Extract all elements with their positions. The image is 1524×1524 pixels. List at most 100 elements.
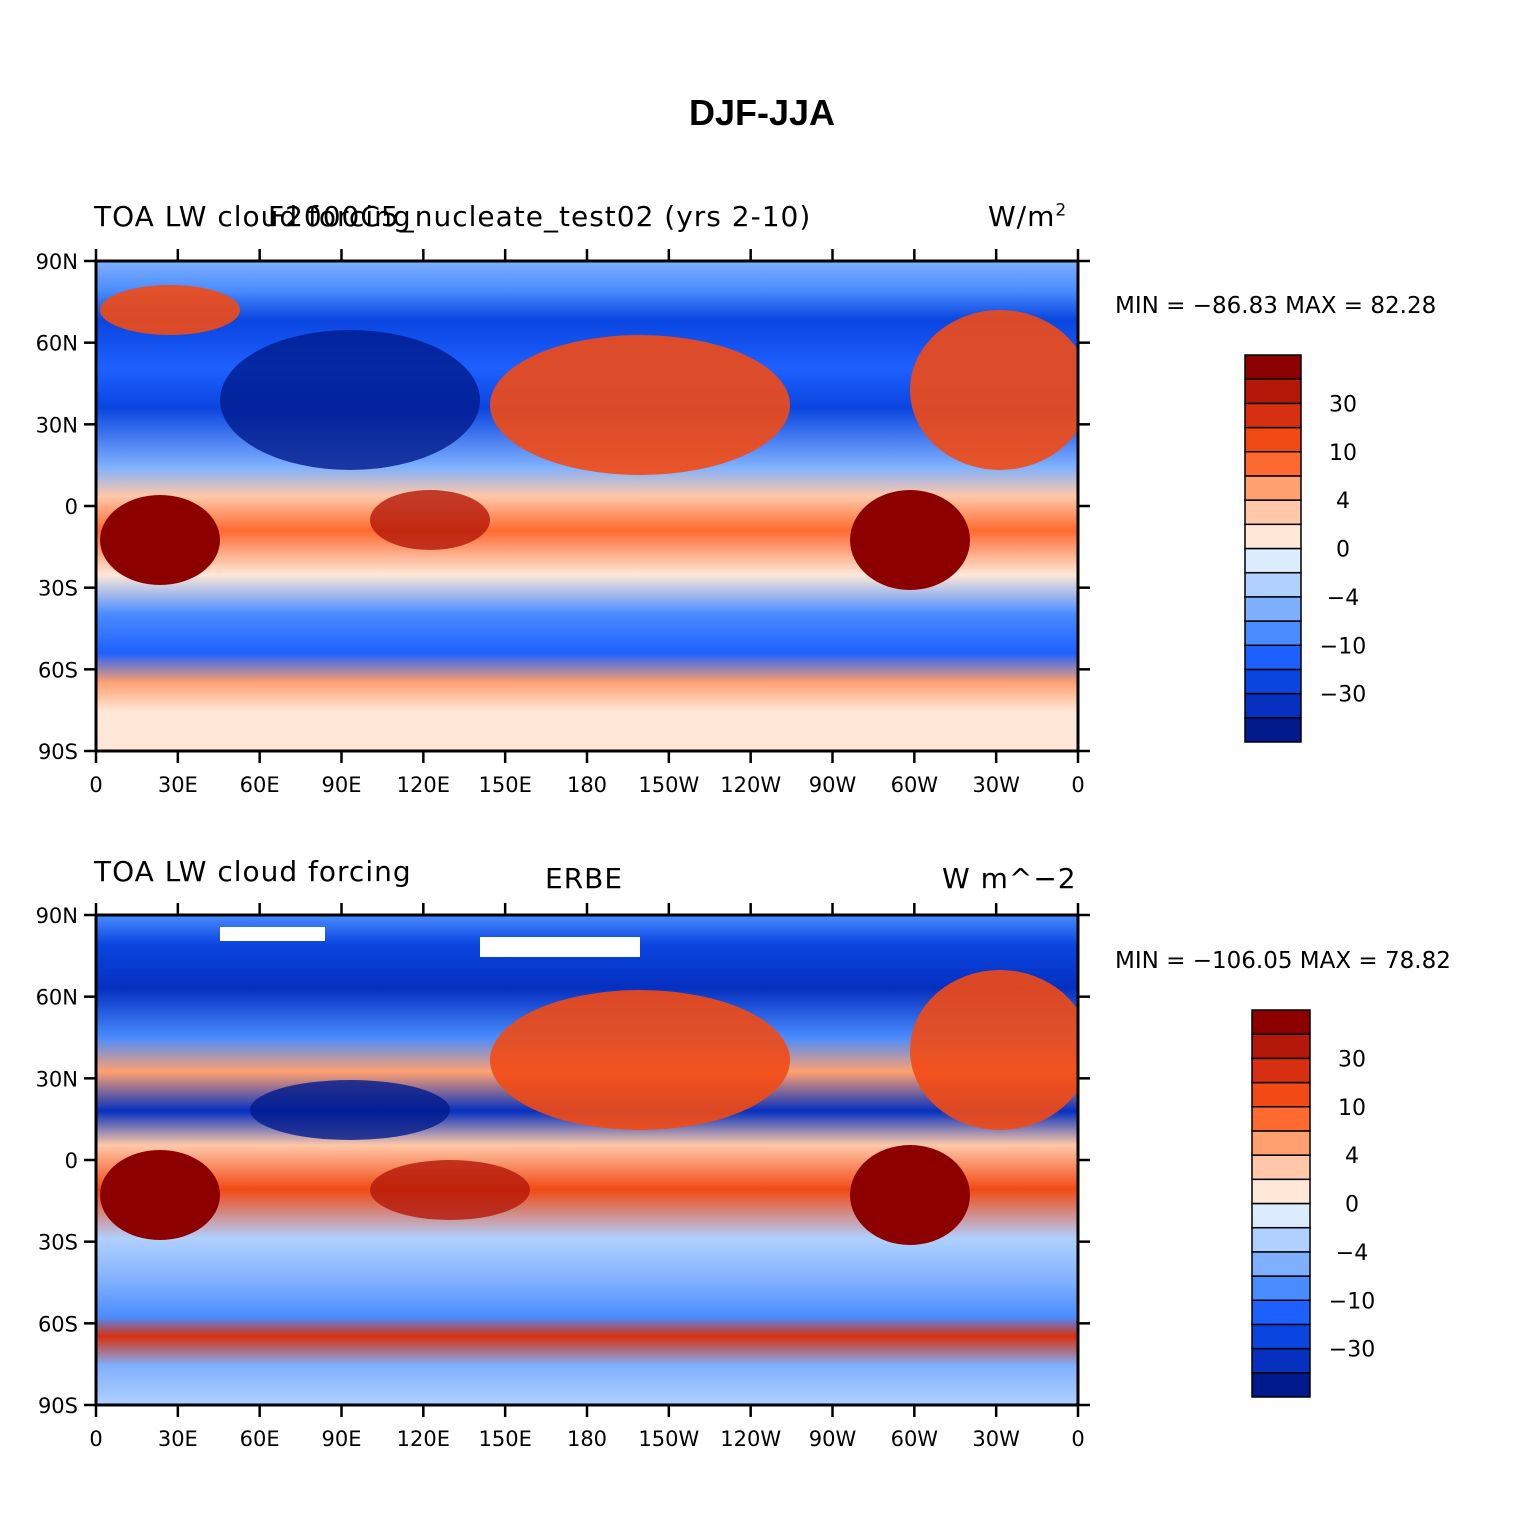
colorbar-swatch	[1244, 475, 1302, 501]
colorbar-swatch	[1244, 499, 1302, 526]
missing-data-patch	[220, 927, 325, 941]
colorbar-tick-label: 30	[1329, 392, 1357, 417]
colorbar-swatch	[1244, 571, 1302, 598]
lat-tick-label: 30S	[38, 577, 78, 601]
colorbar-swatch	[1251, 1057, 1311, 1084]
colorbar-swatch	[1244, 668, 1302, 695]
lat-tick-label: 90S	[38, 1394, 78, 1418]
colorbar-tick-label: −4	[1336, 1241, 1368, 1266]
colorbar-swatch	[1244, 644, 1302, 671]
lon-tick-label: 30E	[158, 1427, 198, 1451]
colorbar-swatch	[1244, 620, 1302, 646]
lon-tick-label: 60E	[240, 1427, 280, 1451]
panel2-minmax: MIN = −106.05 MAX = 78.82	[1115, 948, 1451, 974]
lat-tick-label: 0	[65, 1149, 78, 1173]
lon-tick-label: 120E	[397, 773, 450, 797]
lat-tick-label: 60N	[36, 332, 78, 356]
lon-tick-label: 60W	[891, 773, 939, 797]
lat-tick-label: 30S	[38, 1231, 78, 1255]
lon-tick-label: 150W	[638, 773, 699, 797]
panel2-center-title: ERBE	[545, 862, 624, 895]
colorbar-swatch	[1251, 1154, 1311, 1181]
lat-tick-label: 90N	[36, 250, 78, 274]
colorbar-swatch	[1244, 354, 1302, 380]
colorbar-tick-label: −4	[1327, 586, 1359, 611]
colorbar-swatch	[1244, 692, 1302, 719]
figure-title: DJF-JJA	[688, 92, 836, 133]
colorbar-swatch	[1251, 1033, 1311, 1060]
colorbar-tick-label: −10	[1320, 634, 1366, 659]
colorbar-swatch	[1251, 1106, 1311, 1132]
lon-tick-label: 180	[567, 1427, 607, 1451]
lon-tick-label: 0	[1071, 773, 1084, 797]
panel1-contour-field	[96, 261, 1078, 751]
panel2-contour-field	[96, 915, 1078, 1405]
colorbar-swatch	[1251, 1323, 1311, 1350]
colorbar-swatch	[1251, 1251, 1311, 1277]
lon-tick-label: 60E	[240, 773, 280, 797]
colorbar-swatch	[1251, 1372, 1311, 1398]
lon-tick-label: 150W	[638, 1427, 699, 1451]
lat-tick-label: 0	[65, 495, 78, 519]
panel1-center-title: F2000C5_nucleate_test02 (yrs 2-10)	[268, 200, 812, 233]
lat-tick-label: 60S	[38, 1312, 78, 1336]
lat-tick-label: 30N	[36, 413, 78, 437]
colorbar-tick-label: 30	[1338, 1047, 1366, 1072]
lon-tick-label: 30E	[158, 773, 198, 797]
colorbar-swatch	[1251, 1130, 1311, 1156]
panel1-minmax: MIN = −86.83 MAX = 82.28	[1115, 293, 1437, 319]
lon-tick-label: 120E	[397, 1427, 450, 1451]
colorbar-swatch	[1244, 717, 1302, 743]
lat-tick-label: 90S	[38, 740, 78, 764]
panel1-colorbar: 30 10 4 0 −4 −10 −30	[1244, 354, 1366, 743]
lon-tick-label: 0	[89, 773, 102, 797]
lat-tick-label: 90N	[36, 904, 78, 928]
panel1-units: W/m2	[988, 200, 1068, 233]
colorbar-swatch	[1251, 1081, 1311, 1108]
colorbar-swatch	[1251, 1275, 1311, 1301]
colorbar-swatch	[1251, 1299, 1311, 1326]
colorbar-tick-label: 10	[1338, 1096, 1366, 1121]
panel1-left-title: TOA LW cloud forcing	[94, 200, 412, 233]
lon-tick-label: 30W	[972, 1427, 1020, 1451]
colorbar-tick-label: 10	[1329, 441, 1357, 466]
colorbar-tick-label: 0	[1336, 538, 1350, 563]
colorbar-tick-label: −10	[1329, 1289, 1375, 1314]
colorbar-tick-label: 4	[1336, 489, 1350, 514]
lon-tick-label: 150E	[478, 1427, 531, 1451]
lon-tick-label: 120W	[720, 773, 781, 797]
colorbar-tick-label: −30	[1329, 1338, 1375, 1363]
lon-tick-label: 30W	[972, 773, 1020, 797]
colorbar-swatch	[1244, 426, 1302, 453]
lon-tick-label: 90W	[809, 773, 857, 797]
colorbar-swatch	[1244, 451, 1302, 477]
colorbar-tick-label: −30	[1320, 683, 1366, 708]
colorbar-tick-label: 0	[1345, 1193, 1359, 1218]
lat-tick-label: 30N	[36, 1067, 78, 1091]
panel2-units: W m^−2	[942, 862, 1077, 895]
panel2-left-title: TOA LW cloud forcing	[94, 855, 412, 888]
colorbar-swatch	[1244, 547, 1302, 574]
colorbar-swatch	[1244, 402, 1302, 429]
lon-tick-label: 150E	[478, 773, 531, 797]
colorbar-swatch	[1244, 378, 1302, 405]
colorbar-swatch	[1244, 596, 1302, 622]
colorbar-swatch	[1251, 1009, 1311, 1035]
lon-tick-label: 180	[567, 773, 607, 797]
lon-tick-label: 0	[89, 1427, 102, 1451]
lat-tick-label: 60S	[38, 658, 78, 682]
lon-tick-label: 90W	[809, 1427, 857, 1451]
colorbar-swatch	[1251, 1347, 1311, 1374]
colorbar-tick-label: 4	[1345, 1144, 1359, 1169]
lon-tick-label: 0	[1071, 1427, 1084, 1451]
colorbar-swatch	[1251, 1202, 1311, 1229]
lat-tick-label: 60N	[36, 986, 78, 1010]
lon-tick-label: 120W	[720, 1427, 781, 1451]
lon-tick-label: 90E	[322, 1427, 362, 1451]
missing-data-patch	[480, 937, 640, 957]
panel2-colorbar: 30 10 4 0 −4 −10 −30	[1251, 1009, 1375, 1398]
colorbar-swatch	[1244, 523, 1302, 550]
lon-tick-label: 90E	[322, 773, 362, 797]
lon-tick-label: 60W	[891, 1427, 939, 1451]
